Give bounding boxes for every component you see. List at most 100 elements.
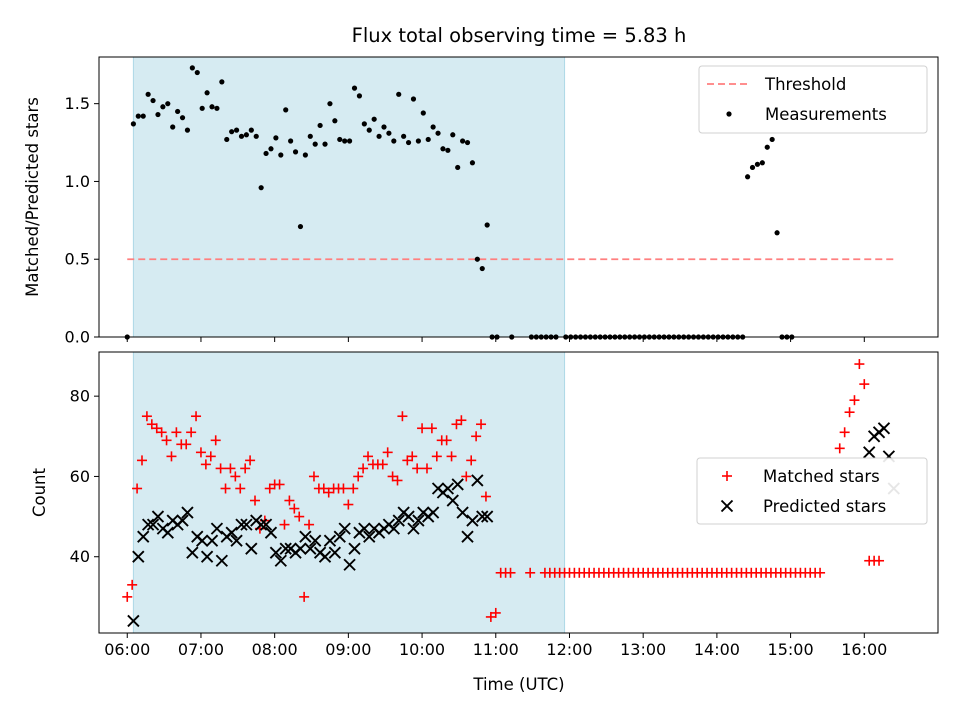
legend-handle-predicted <box>720 499 734 513</box>
marker-stroke <box>348 542 361 555</box>
marker-stroke <box>407 522 420 535</box>
marker-stroke <box>279 542 292 555</box>
measurement-point <box>391 138 397 144</box>
predicted-star-point <box>269 546 283 559</box>
matched-star-point <box>421 463 432 474</box>
y-tick-label: 1.5 <box>65 94 90 113</box>
observing-window-shade <box>132 351 566 634</box>
measurement-point <box>346 138 353 144</box>
matched-star-point <box>874 555 885 566</box>
matched-star-point <box>141 411 152 422</box>
measurement-point <box>361 121 367 127</box>
predicted-star-point <box>358 522 371 535</box>
matched-star-point <box>289 503 300 514</box>
matched-star-point <box>240 463 251 474</box>
y-tick-label: 80 <box>70 387 90 406</box>
measurement-point <box>445 147 451 153</box>
measurement-point <box>170 124 176 130</box>
matched-star-point <box>377 459 388 470</box>
matched-star-point <box>476 419 487 430</box>
matched-star-point <box>859 379 870 390</box>
measurement-point <box>278 152 284 158</box>
matched-star-point <box>210 435 221 446</box>
marker-stroke <box>181 506 194 519</box>
predicted-star-point <box>318 550 332 563</box>
measurement-point <box>307 133 313 139</box>
measurement-point <box>160 104 166 110</box>
y-tick-label: 60 <box>70 467 90 486</box>
predicted-star-point <box>245 542 258 555</box>
matched-star-point <box>186 427 197 438</box>
predicted-star-point <box>196 534 209 547</box>
measurement-point <box>764 144 770 150</box>
chart-title: Flux total observing time = 5.83 h <box>352 24 687 47</box>
marker-stroke <box>269 546 283 559</box>
marker-stroke <box>387 522 400 535</box>
measurement-point <box>371 116 377 122</box>
predicted-star-point <box>137 530 150 543</box>
legend-ratio: Threshold Measurements <box>698 65 928 134</box>
measurement-point <box>405 139 412 146</box>
marker-stroke <box>476 510 489 523</box>
legend-frame <box>696 457 928 525</box>
y-axis-label-count: Count <box>30 467 49 517</box>
predicted-star-point <box>323 534 337 547</box>
marker-stroke <box>294 542 307 555</box>
measurement-point <box>243 132 250 138</box>
predicted-star-point <box>471 474 484 487</box>
predicted-star-point <box>333 530 346 543</box>
predicted-star-point <box>181 506 194 519</box>
measurement-point <box>479 265 485 272</box>
matched-star-point <box>195 447 206 458</box>
matched-star-point <box>245 455 256 466</box>
matched-star-point <box>279 519 290 530</box>
matched-star-point <box>358 463 369 474</box>
measurement-point <box>248 127 254 133</box>
matched-star-point <box>299 591 310 602</box>
matched-star-point <box>461 471 472 482</box>
marker-stroke <box>205 534 219 547</box>
matched-star-point <box>122 591 133 602</box>
x-tick-label: 14:00 <box>694 640 740 659</box>
matched-star-point <box>407 451 418 462</box>
matched-star-point <box>171 427 182 438</box>
measurement-point <box>233 127 240 133</box>
measurement-point <box>219 79 225 85</box>
predicted-star-point <box>363 530 376 543</box>
measurement-point <box>774 230 780 236</box>
measurement-point <box>337 136 343 143</box>
predicted-star-point <box>279 542 292 555</box>
measurement-point <box>484 222 490 228</box>
matched-star-point <box>446 451 457 462</box>
matched-star-point <box>480 491 491 502</box>
matched-star-point <box>338 483 349 494</box>
predicted-star-point <box>461 530 474 543</box>
measurement-point <box>302 152 308 158</box>
x-tick-label: 08:00 <box>252 640 298 659</box>
marker-stroke <box>412 514 425 527</box>
measurement-point <box>754 161 761 167</box>
matched-star-point <box>353 471 364 482</box>
predicted-star-point <box>456 506 469 519</box>
matched-star-point <box>156 427 167 438</box>
marker-stroke <box>328 546 342 559</box>
marker-stroke <box>137 530 150 543</box>
measurement-point <box>258 185 264 191</box>
matched-star-point <box>397 411 408 422</box>
measurement-point <box>199 105 205 111</box>
matched-star-point <box>505 567 516 578</box>
legend-handle-measurements <box>726 111 732 117</box>
matched-star-point <box>844 407 855 418</box>
measurement-point <box>440 146 446 152</box>
predicted-star-point <box>466 514 479 527</box>
matched-star-point <box>294 511 305 522</box>
matched-star-point <box>431 451 442 462</box>
predicted-star-point <box>200 550 214 563</box>
panel-count: 06:00 07:00 08:00 09:00 10:00 11:00 12:00 13:00… <box>30 351 939 659</box>
measurement-point <box>332 118 338 124</box>
measurement-point <box>469 160 476 166</box>
marker-stroke <box>333 530 346 543</box>
matched-star-point <box>834 443 845 454</box>
matched-star-point <box>304 519 315 530</box>
predicted-star-point <box>264 526 278 539</box>
